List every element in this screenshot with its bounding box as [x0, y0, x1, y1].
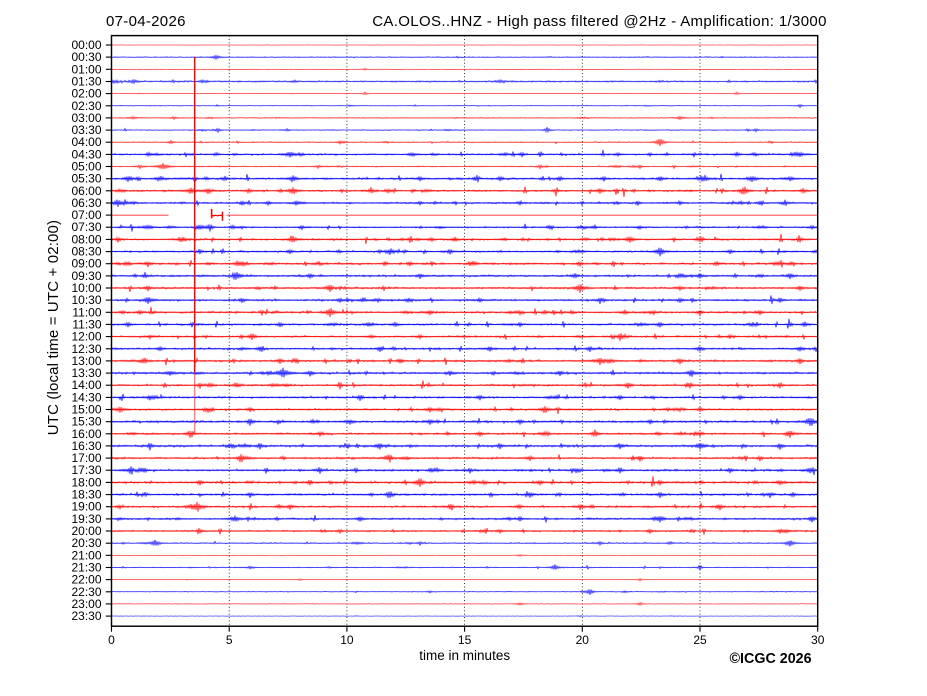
- svg-text:10: 10: [340, 633, 354, 647]
- svg-text:15:30: 15:30: [71, 415, 101, 429]
- svg-text:11:00: 11:00: [72, 305, 101, 319]
- svg-text:00:30: 00:30: [71, 50, 101, 64]
- svg-text:18:00: 18:00: [71, 475, 101, 489]
- svg-text:13:30: 13:30: [71, 366, 101, 380]
- svg-text:25: 25: [693, 633, 707, 647]
- svg-text:20: 20: [576, 633, 590, 647]
- svg-text:05:00: 05:00: [71, 160, 101, 174]
- svg-text:16:30: 16:30: [71, 439, 101, 453]
- svg-text:23:00: 23:00: [71, 597, 101, 611]
- svg-text:30: 30: [811, 633, 825, 647]
- svg-text:16:00: 16:00: [71, 427, 101, 441]
- svg-text:19:30: 19:30: [71, 512, 101, 526]
- svg-text:04:30: 04:30: [71, 147, 101, 161]
- svg-text:0: 0: [108, 633, 115, 647]
- svg-text:09:00: 09:00: [71, 257, 101, 271]
- svg-text:10:00: 10:00: [71, 281, 101, 295]
- svg-text:15: 15: [458, 633, 472, 647]
- svg-text:03:00: 03:00: [71, 111, 101, 125]
- svg-text:21:30: 21:30: [71, 561, 101, 575]
- svg-text:22:30: 22:30: [71, 585, 101, 599]
- svg-text:07-04-2026: 07-04-2026: [106, 13, 186, 30]
- svg-text:17:30: 17:30: [71, 463, 101, 477]
- svg-text:12:30: 12:30: [71, 342, 101, 356]
- svg-text:11:30: 11:30: [72, 317, 101, 331]
- svg-text:CA.OLOS..HNZ - High pass filte: CA.OLOS..HNZ - High pass filtered @2Hz -…: [372, 13, 827, 30]
- svg-text:21:00: 21:00: [71, 548, 101, 562]
- svg-text:10:30: 10:30: [71, 293, 101, 307]
- svg-text:06:00: 06:00: [71, 184, 101, 198]
- svg-text:14:30: 14:30: [71, 390, 101, 404]
- svg-text:19:00: 19:00: [71, 500, 101, 514]
- svg-text:23:30: 23:30: [71, 609, 101, 623]
- svg-text:07:00: 07:00: [71, 208, 101, 222]
- svg-text:17:00: 17:00: [71, 451, 101, 465]
- svg-text:time in minutes: time in minutes: [419, 648, 510, 663]
- svg-text:22:00: 22:00: [71, 573, 101, 587]
- svg-text:©ICGC 2026: ©ICGC 2026: [730, 651, 812, 667]
- svg-text:09:30: 09:30: [71, 269, 101, 283]
- svg-text:UTC (local time = UTC + 02:00): UTC (local time = UTC + 02:00): [45, 220, 62, 435]
- svg-text:12:00: 12:00: [71, 330, 101, 344]
- svg-text:07:30: 07:30: [71, 220, 101, 234]
- svg-text:04:00: 04:00: [71, 135, 101, 149]
- svg-text:14:00: 14:00: [71, 378, 101, 392]
- svg-text:13:00: 13:00: [71, 354, 101, 368]
- svg-text:01:30: 01:30: [71, 75, 101, 89]
- svg-text:03:30: 03:30: [71, 123, 101, 137]
- svg-text:20:00: 20:00: [71, 524, 101, 538]
- svg-text:08:30: 08:30: [71, 245, 101, 259]
- svg-text:18:30: 18:30: [71, 488, 101, 502]
- svg-text:08:00: 08:00: [71, 232, 101, 246]
- svg-text:01:00: 01:00: [71, 62, 101, 76]
- svg-text:02:30: 02:30: [71, 99, 101, 113]
- svg-text:5: 5: [226, 633, 233, 647]
- svg-text:20:30: 20:30: [71, 536, 101, 550]
- svg-text:15:00: 15:00: [71, 403, 101, 417]
- svg-text:00:00: 00:00: [71, 38, 101, 52]
- svg-text:05:30: 05:30: [71, 172, 101, 186]
- svg-text:02:00: 02:00: [71, 87, 101, 101]
- svg-text:06:30: 06:30: [71, 196, 101, 210]
